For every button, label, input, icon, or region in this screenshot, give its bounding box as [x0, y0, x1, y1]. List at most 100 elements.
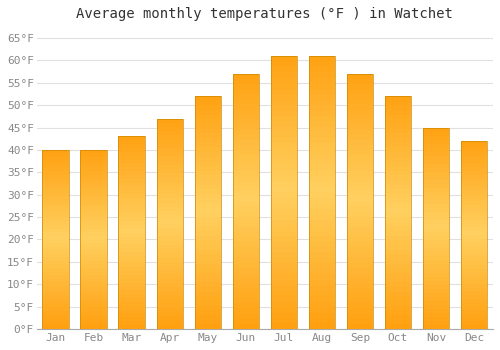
Bar	[422, 265, 450, 268]
Bar	[460, 156, 487, 160]
Bar	[232, 217, 259, 222]
Bar	[232, 181, 259, 186]
Bar	[80, 275, 107, 279]
Bar	[42, 289, 69, 293]
Bar	[156, 224, 183, 228]
Bar	[118, 306, 145, 310]
Bar	[460, 148, 487, 152]
Bar	[460, 295, 487, 299]
Bar	[308, 285, 335, 290]
Bar	[346, 110, 374, 114]
Bar	[156, 211, 183, 215]
Bar	[384, 324, 411, 329]
Bar	[308, 209, 335, 214]
Bar	[194, 245, 221, 250]
Bar	[80, 211, 107, 214]
Bar	[422, 180, 450, 184]
Bar	[308, 176, 335, 182]
Bar	[270, 61, 297, 67]
Bar	[156, 177, 183, 182]
Bar	[42, 265, 69, 268]
Bar	[460, 224, 487, 228]
Bar	[118, 294, 145, 298]
Bar	[460, 163, 487, 167]
Bar	[80, 222, 107, 225]
Bar	[422, 176, 450, 180]
Bar	[232, 74, 259, 329]
Bar	[422, 321, 450, 325]
Bar	[346, 293, 374, 298]
Bar	[232, 227, 259, 232]
Bar	[118, 298, 145, 302]
Bar	[42, 150, 69, 329]
Bar	[80, 268, 107, 272]
Bar	[270, 231, 297, 236]
Bar	[80, 297, 107, 300]
Bar	[460, 141, 487, 145]
Bar	[346, 252, 374, 258]
Bar	[232, 171, 259, 176]
Bar	[118, 325, 145, 329]
Bar	[460, 291, 487, 295]
Bar	[384, 180, 411, 184]
Bar	[346, 125, 374, 130]
Bar	[346, 232, 374, 237]
Bar	[346, 314, 374, 319]
Bar	[232, 176, 259, 181]
Bar	[42, 186, 69, 189]
Bar	[346, 79, 374, 84]
Bar	[156, 228, 183, 232]
Bar	[42, 222, 69, 225]
Bar	[118, 175, 145, 179]
Bar	[460, 250, 487, 254]
Bar	[42, 200, 69, 204]
Bar	[270, 236, 297, 241]
Bar	[232, 201, 259, 206]
Bar	[118, 144, 145, 148]
Bar	[270, 225, 297, 231]
Bar	[346, 206, 374, 211]
Bar	[384, 310, 411, 315]
Bar	[308, 56, 335, 329]
Bar	[194, 222, 221, 226]
Bar	[460, 178, 487, 182]
Title: Average monthly temperatures (°F ) in Watchet: Average monthly temperatures (°F ) in Wa…	[76, 7, 454, 21]
Bar	[118, 156, 145, 160]
Bar	[270, 313, 297, 318]
Bar	[194, 250, 221, 254]
Bar	[194, 124, 221, 129]
Bar	[156, 198, 183, 203]
Bar	[232, 145, 259, 150]
Bar	[270, 302, 297, 307]
Bar	[118, 179, 145, 183]
Bar	[80, 265, 107, 268]
Bar	[156, 266, 183, 270]
Bar	[460, 175, 487, 178]
Bar	[308, 318, 335, 323]
Bar	[308, 269, 335, 274]
Bar	[346, 150, 374, 155]
Bar	[118, 271, 145, 275]
Bar	[118, 136, 145, 329]
Bar	[42, 236, 69, 239]
Bar	[346, 237, 374, 242]
Bar	[270, 209, 297, 214]
Bar	[232, 288, 259, 293]
Bar	[270, 154, 297, 160]
Bar	[80, 279, 107, 282]
Bar	[156, 295, 183, 300]
Bar	[460, 273, 487, 276]
Bar	[42, 150, 69, 153]
Bar	[384, 152, 411, 157]
Bar	[194, 231, 221, 236]
Bar	[194, 129, 221, 133]
Bar	[270, 105, 297, 111]
Bar	[194, 161, 221, 166]
Bar	[118, 136, 145, 140]
Bar	[422, 184, 450, 188]
Bar	[460, 231, 487, 235]
Bar	[80, 182, 107, 186]
Bar	[308, 193, 335, 198]
Bar	[384, 110, 411, 115]
Bar	[80, 246, 107, 250]
